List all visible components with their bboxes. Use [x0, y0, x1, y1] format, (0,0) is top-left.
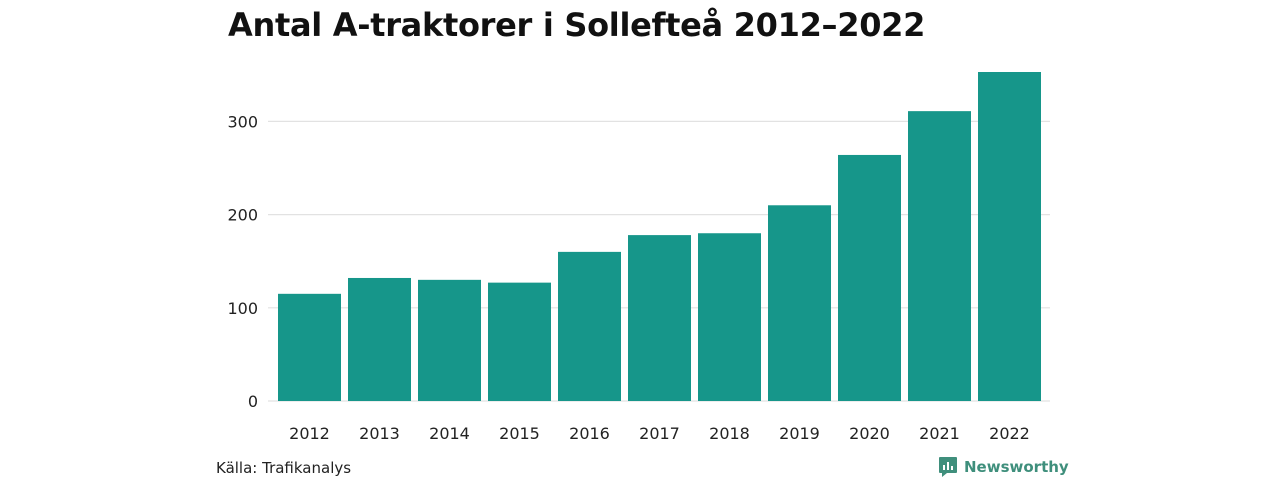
x-tick-label: 2022	[989, 424, 1030, 443]
x-tick-label: 2012	[289, 424, 330, 443]
bar-2012	[278, 293, 341, 401]
bar-2015	[488, 282, 551, 401]
bars	[278, 72, 1041, 402]
bar-2019	[768, 205, 831, 401]
bar-2017	[628, 235, 691, 401]
chart-title: Antal A-traktorer i Sollefteå 2012–2022	[228, 6, 926, 44]
x-axis-tick-labels: 2012 2013 2014 2015 2016 2017 2018 2019 2020 2021…	[289, 424, 1030, 443]
x-tick-label: 2015	[499, 424, 540, 443]
x-tick-label: 2016	[569, 424, 610, 443]
bar-2014	[418, 279, 481, 401]
y-tick-label: 200	[227, 206, 258, 225]
y-axis-tick-labels: 0 100 200 300	[227, 112, 258, 411]
x-tick-label: 2018	[709, 424, 750, 443]
bar-2022	[978, 72, 1041, 401]
bar-2021	[908, 111, 971, 402]
bar-2013	[348, 277, 411, 401]
bar-2016	[558, 251, 621, 401]
x-tick-label: 2020	[849, 424, 890, 443]
y-tick-label: 100	[227, 299, 258, 318]
bar-2020	[838, 154, 901, 401]
bar-2018	[698, 233, 761, 401]
y-tick-label: 0	[248, 392, 258, 411]
x-tick-label: 2021	[919, 424, 960, 443]
newsworthy-logo-icon	[939, 457, 957, 477]
source-note: Källa: Trafikanalys	[216, 459, 352, 477]
brand-logo: Newsworthy	[938, 456, 1069, 478]
x-tick-label: 2019	[779, 424, 820, 443]
x-tick-label: 2014	[429, 424, 470, 443]
x-tick-label: 2017	[639, 424, 680, 443]
x-tick-label: 2013	[359, 424, 400, 443]
y-tick-label: 300	[227, 112, 258, 131]
brand-name: Newsworthy	[964, 458, 1069, 476]
